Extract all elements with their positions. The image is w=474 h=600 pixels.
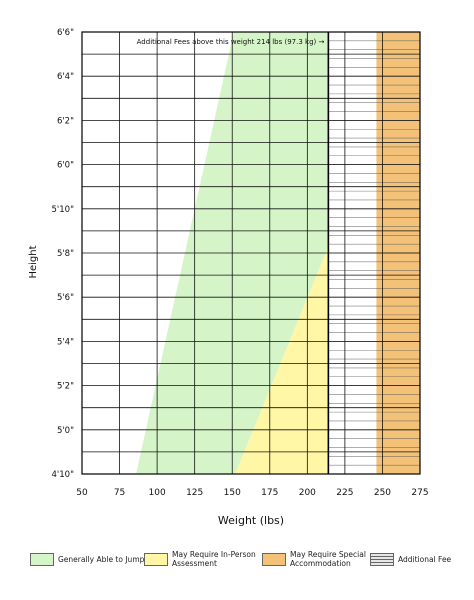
threshold-annotation: Additional Fees above this weight 214 lb… (137, 38, 325, 46)
x-axis-label: Weight (lbs) (218, 514, 284, 527)
legend-item-fee: Additional Fee (370, 545, 458, 573)
legend-label: Generally Able to Jump (58, 554, 145, 564)
plot-frame (81, 31, 421, 475)
x-tick-label: 150 (224, 488, 241, 498)
y-tick-label: 5'8" (57, 249, 74, 259)
legend-label: Additional Fee (398, 554, 452, 564)
y-tick-label: 6'4" (57, 72, 74, 82)
y-tick-label: 5'10" (52, 205, 75, 215)
y-tick-label: 6'2" (57, 116, 74, 126)
y-tick-label: 5'6" (57, 293, 74, 303)
x-tick-label: 250 (374, 488, 391, 498)
legend-item-accommodation: May Require Special Accommodation (262, 545, 380, 573)
legend-label: May Require Special Accommodation (290, 550, 366, 568)
legend-swatch-yellow (144, 552, 168, 566)
legend-item-jump: Generally Able to Jump (30, 545, 150, 573)
legend-item-assessment: May Require In-Person Assessment (144, 545, 260, 573)
tick-labels: 50 75 100 125 150 175 200 225 250 275 4'10" 5'0" 5'2… (52, 28, 429, 498)
grid (81, 32, 421, 474)
x-tick-label: 100 (149, 488, 166, 498)
y-tick-label: 6'0" (57, 161, 74, 171)
legend-swatch-orange (262, 552, 286, 566)
x-tick-label: 75 (114, 488, 125, 498)
legend-swatch-hatch (370, 552, 394, 566)
y-tick-label: 5'0" (57, 426, 74, 436)
y-tick-label: 4'10" (52, 470, 75, 480)
legend-label: May Require In-Person Assessment (172, 550, 256, 568)
x-tick-label: 50 (76, 488, 88, 498)
plot-border (81, 31, 421, 475)
x-tick-label: 125 (186, 488, 203, 498)
y-tick-label: 5'2" (57, 382, 74, 392)
x-tick-label: 175 (261, 488, 278, 498)
x-tick-label: 225 (336, 488, 353, 498)
legend-swatch-green (30, 552, 54, 566)
x-tick-label: 200 (299, 488, 316, 498)
x-tick-label: 275 (411, 488, 428, 498)
y-axis-label: Height (28, 245, 39, 278)
region-1 (235, 246, 329, 474)
y-tick-label: 6'6" (57, 28, 74, 38)
y-tick-label: 5'4" (57, 337, 74, 347)
